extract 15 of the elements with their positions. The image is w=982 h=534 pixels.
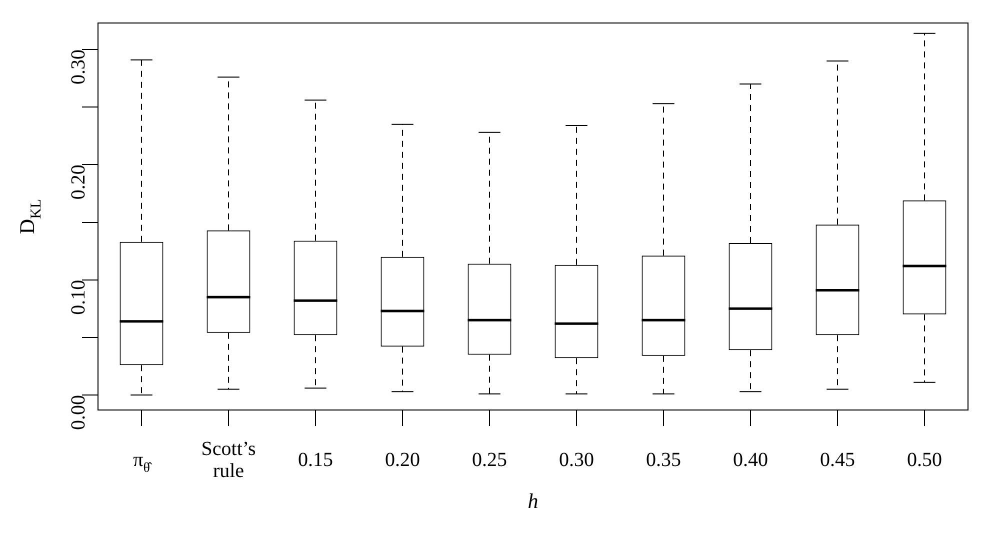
y-tick-label: 0.10	[67, 280, 90, 315]
y-tick-label: 0.00	[67, 395, 90, 430]
x-tick-label: 0.20	[385, 449, 420, 471]
x-tick-label: 0.25	[472, 449, 507, 471]
x-tick-label: 0.35	[646, 449, 681, 471]
y-tick-label: 0.20	[67, 164, 90, 200]
x-tick-label: Scott’s rule	[201, 438, 256, 482]
x-tick-label: 0.50	[907, 449, 942, 471]
x-tick-label: 0.40	[733, 449, 768, 471]
x-tick-label: 0.45	[820, 449, 855, 471]
y-tick-label: 0.30	[67, 49, 90, 84]
x-tick-label: 0.30	[559, 449, 594, 471]
x-axis-title: h	[528, 489, 538, 513]
x-tick-label: 0.15	[298, 449, 333, 471]
y-axis-title: DKL	[15, 198, 44, 234]
